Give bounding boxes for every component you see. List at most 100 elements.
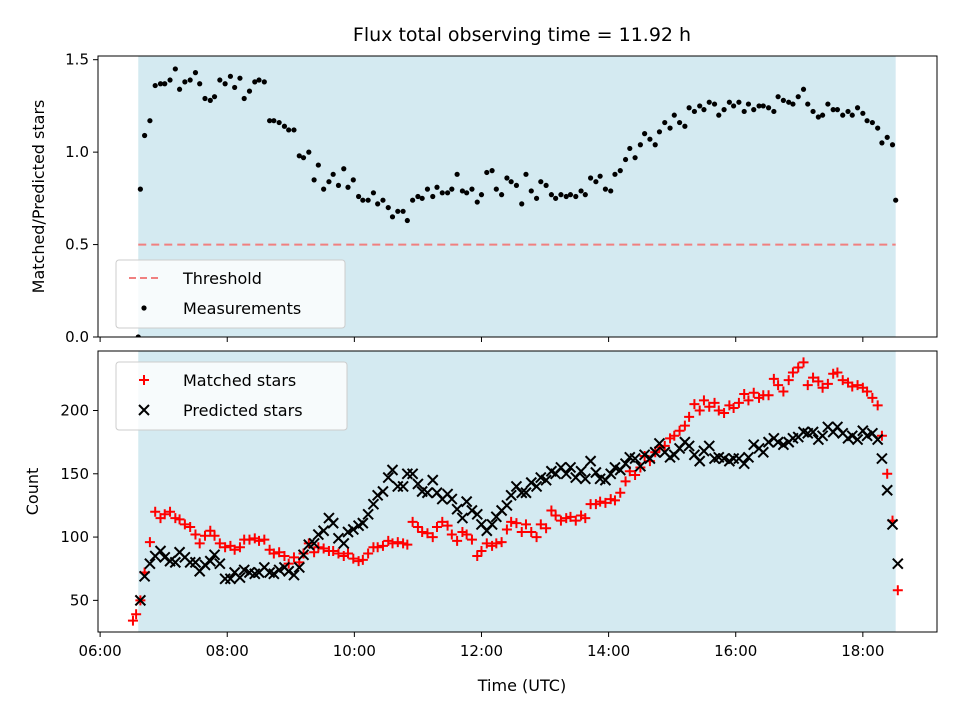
y-tick-label: 1.0	[65, 143, 89, 161]
data-point	[845, 108, 851, 115]
data-point	[622, 156, 629, 163]
data-point	[427, 474, 439, 486]
data-point	[229, 544, 240, 555]
data-point	[459, 188, 466, 194]
x-tick-label: 08:00	[206, 642, 249, 660]
data-point	[343, 548, 354, 559]
data-point	[297, 549, 310, 561]
data-point	[187, 77, 193, 83]
data-point	[555, 515, 566, 526]
data-point	[466, 534, 477, 545]
data-point	[531, 532, 542, 543]
data-point	[456, 512, 469, 524]
data-point	[816, 430, 829, 442]
data-point	[157, 81, 164, 87]
data-point	[461, 529, 472, 540]
x-tick-label: 14:00	[587, 642, 630, 660]
data-point	[558, 192, 564, 198]
data-point	[533, 195, 540, 201]
data-point	[417, 527, 428, 538]
data-point	[893, 197, 899, 203]
data-point	[819, 112, 826, 118]
data-point	[190, 529, 201, 540]
data-point	[389, 214, 396, 220]
series-measurements	[135, 66, 899, 337]
data-point	[587, 175, 594, 181]
data-point	[174, 514, 185, 525]
data-point	[778, 386, 789, 397]
data-point	[372, 542, 383, 553]
data-point	[431, 521, 442, 532]
data-point	[523, 171, 529, 177]
bottom-axes-frame	[97, 350, 938, 633]
data-point	[822, 378, 833, 389]
data-point	[348, 553, 359, 564]
data-point	[377, 540, 388, 551]
data-point	[202, 95, 208, 102]
data-point	[875, 125, 881, 131]
data-point	[721, 107, 727, 113]
data-point	[412, 521, 423, 532]
data-point	[694, 405, 705, 416]
data-point	[439, 190, 445, 196]
data-point	[375, 201, 381, 207]
data-point	[276, 119, 282, 126]
data-point	[869, 119, 875, 126]
chart-title: Flux total observing time = 11.92 h	[353, 24, 691, 46]
data-point	[743, 395, 754, 406]
top-axes-frame	[97, 55, 938, 338]
data-point	[630, 470, 641, 481]
data-point	[756, 103, 762, 109]
data-point	[609, 495, 620, 506]
data-point	[667, 125, 673, 131]
data-point	[279, 551, 290, 562]
data-point	[419, 195, 425, 201]
data-point	[312, 528, 325, 541]
top-data-points	[135, 66, 899, 337]
data-point	[335, 182, 342, 189]
data-point	[602, 186, 609, 192]
data-point	[338, 537, 350, 550]
data-point	[619, 457, 632, 470]
data-point	[726, 99, 732, 105]
data-point	[377, 485, 389, 498]
data-point	[849, 112, 855, 118]
data-point	[496, 537, 507, 548]
data-point	[199, 559, 211, 571]
data-point	[662, 119, 668, 126]
data-point	[575, 465, 587, 477]
data-point	[582, 192, 588, 198]
data-point	[526, 527, 537, 538]
data-point	[852, 380, 863, 391]
data-point	[775, 94, 781, 100]
bottom-panel-counts: 50 100 150 200 06:00 08:00 10:00 12:00 14:00 16:0…	[23, 350, 938, 660]
data-point	[306, 149, 312, 155]
data-point	[142, 132, 148, 139]
data-point	[208, 549, 221, 561]
data-point	[491, 538, 502, 549]
y-tick-label: 0.5	[65, 236, 89, 254]
data-point	[689, 399, 700, 410]
data-point	[232, 84, 238, 91]
data-point	[516, 527, 527, 538]
data-point	[879, 140, 885, 146]
data-point	[550, 510, 561, 521]
data-point	[771, 108, 777, 115]
data-point	[716, 112, 722, 118]
data-point	[296, 153, 302, 159]
data-point	[751, 107, 757, 113]
data-point	[165, 506, 176, 517]
data-point	[698, 395, 709, 406]
data-point	[224, 573, 237, 585]
data-point	[395, 208, 401, 214]
legend-label: Measurements	[183, 299, 301, 318]
bottom-legend: Matched stars Predicted stars	[115, 361, 348, 431]
data-point	[862, 386, 873, 397]
data-point	[407, 516, 418, 527]
data-point	[884, 134, 890, 140]
data-point	[813, 376, 824, 387]
data-point	[679, 420, 690, 431]
data-point	[656, 129, 663, 135]
data-point	[882, 468, 893, 479]
